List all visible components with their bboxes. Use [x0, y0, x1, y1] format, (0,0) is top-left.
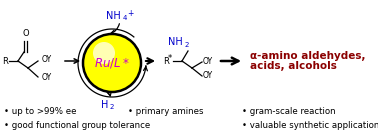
Text: α-amino aldehydes,: α-amino aldehydes,: [250, 51, 366, 61]
Circle shape: [83, 34, 141, 92]
Text: H: H: [101, 100, 108, 110]
Text: +: +: [127, 9, 133, 18]
Text: acids, alcohols: acids, alcohols: [250, 61, 337, 71]
Text: • good functional group tolerance: • good functional group tolerance: [4, 121, 150, 131]
Text: OY: OY: [42, 55, 52, 64]
Text: O: O: [22, 29, 29, 38]
Text: $\it{Ru/L*}$: $\it{Ru/L*}$: [94, 56, 130, 70]
Text: • valuable synthetic applications: • valuable synthetic applications: [242, 121, 378, 131]
Text: OY: OY: [203, 58, 213, 66]
Text: OY: OY: [203, 71, 213, 80]
Text: 2: 2: [110, 104, 115, 110]
Text: • up to >99% ee: • up to >99% ee: [4, 107, 76, 116]
Text: OY: OY: [42, 74, 52, 83]
Text: NH: NH: [168, 37, 183, 47]
Text: • gram-scale reaction: • gram-scale reaction: [242, 107, 336, 116]
Text: R: R: [2, 56, 8, 65]
Text: NH: NH: [106, 11, 121, 21]
Text: *: *: [168, 54, 172, 63]
Text: R: R: [163, 56, 169, 65]
Text: 4: 4: [123, 15, 127, 21]
Circle shape: [93, 42, 115, 64]
Text: 2: 2: [185, 42, 189, 48]
Text: • primary amines: • primary amines: [128, 107, 203, 116]
